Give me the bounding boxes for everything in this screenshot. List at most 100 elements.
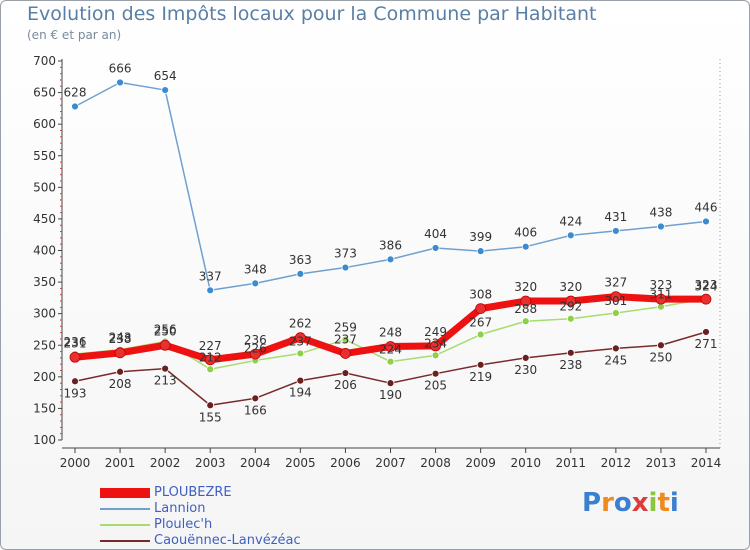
data-point bbox=[251, 279, 260, 288]
data-label: 320 bbox=[559, 280, 582, 294]
data-label: 288 bbox=[514, 302, 537, 316]
data-label: 248 bbox=[379, 326, 402, 340]
x-tick-label: 2011 bbox=[556, 456, 587, 470]
data-point bbox=[521, 242, 530, 251]
x-tick-label: 2005 bbox=[285, 456, 316, 470]
data-label: 424 bbox=[559, 214, 582, 228]
data-point bbox=[116, 367, 124, 376]
series-1 bbox=[71, 78, 710, 295]
y-tick-label: 250 bbox=[33, 338, 56, 352]
data-point bbox=[431, 244, 440, 252]
data-label: 155 bbox=[199, 410, 222, 424]
data-point bbox=[161, 364, 170, 373]
series-labels-3: 193 208 213 155 166 194 206 190 205 219 230 238 245 2… bbox=[64, 337, 718, 424]
legend-swatch bbox=[100, 488, 150, 498]
x-tick-label: 2003 bbox=[195, 456, 226, 470]
data-label: 213 bbox=[154, 374, 177, 388]
data-point bbox=[657, 222, 665, 231]
data-label: 404 bbox=[424, 227, 447, 241]
data-label: 386 bbox=[379, 238, 402, 252]
y-tick-label: 400 bbox=[33, 244, 56, 258]
data-label: 292 bbox=[559, 300, 582, 314]
data-point bbox=[702, 217, 710, 226]
data-label: 308 bbox=[469, 288, 492, 302]
data-point bbox=[114, 347, 126, 359]
data-label: 208 bbox=[109, 377, 132, 391]
data-label: 323 bbox=[695, 278, 718, 292]
data-label: 666 bbox=[109, 61, 132, 75]
data-label: 205 bbox=[424, 379, 447, 393]
data-point bbox=[161, 86, 170, 94]
data-point bbox=[476, 360, 485, 369]
data-point bbox=[520, 295, 532, 307]
data-label: 238 bbox=[109, 332, 132, 346]
data-point bbox=[566, 231, 575, 240]
data-label: 259 bbox=[334, 321, 357, 335]
data-label: 236 bbox=[64, 335, 87, 349]
data-point bbox=[116, 78, 124, 87]
data-label: 226 bbox=[244, 341, 267, 355]
x-tick-label: 2009 bbox=[465, 456, 496, 470]
x-tick-label: 2010 bbox=[510, 456, 541, 470]
data-label: 324 bbox=[695, 280, 718, 294]
data-label: 166 bbox=[244, 403, 267, 417]
chart-subtitle: (en € et par an) bbox=[27, 28, 122, 42]
y-tick-label: 500 bbox=[33, 180, 56, 194]
data-point bbox=[206, 286, 215, 295]
y-tick-label: 200 bbox=[33, 370, 56, 384]
series-labels-0: 231 238 250 227 236 262 237 248 249 308 320 320 327 3… bbox=[64, 276, 718, 353]
data-point bbox=[430, 340, 441, 352]
data-label: 243 bbox=[109, 331, 132, 345]
data-label: 237 bbox=[289, 334, 312, 348]
data-point bbox=[341, 263, 350, 272]
y-tick-label: 700 bbox=[33, 54, 56, 68]
data-label: 227 bbox=[199, 339, 222, 353]
data-label: 234 bbox=[424, 336, 447, 350]
data-label: 212 bbox=[199, 350, 222, 364]
data-label: 245 bbox=[604, 353, 627, 367]
data-label: 256 bbox=[154, 322, 177, 336]
data-label: 446 bbox=[695, 200, 718, 214]
data-label: 193 bbox=[64, 386, 87, 400]
data-point bbox=[521, 317, 530, 326]
data-label: 219 bbox=[469, 370, 492, 384]
data-label: 320 bbox=[514, 280, 537, 294]
data-point bbox=[69, 351, 81, 363]
data-label: 249 bbox=[424, 325, 447, 339]
data-point bbox=[204, 354, 216, 366]
legend-swatch bbox=[100, 540, 150, 542]
data-point bbox=[611, 227, 620, 235]
y-tick-label: 150 bbox=[33, 401, 56, 415]
x-tick-label: 2002 bbox=[150, 456, 181, 470]
logo-letter: i bbox=[669, 488, 679, 518]
data-label: 348 bbox=[244, 262, 267, 276]
y-tick-label: 650 bbox=[33, 86, 56, 100]
data-label: 271 bbox=[695, 337, 718, 351]
series-labels-1: 628 666 654 337 348 363 373 386 404 399 406 424 431 4… bbox=[64, 61, 718, 283]
data-point bbox=[700, 293, 712, 305]
data-point bbox=[611, 344, 620, 353]
x-tick-label: 2004 bbox=[240, 456, 271, 470]
logo-letter: o bbox=[613, 488, 632, 518]
data-label: 237 bbox=[334, 332, 357, 346]
legend-label: Lannion bbox=[154, 501, 206, 516]
data-label: 363 bbox=[289, 253, 312, 267]
data-label: 654 bbox=[154, 69, 177, 83]
data-point bbox=[296, 269, 305, 278]
data-label: 224 bbox=[379, 343, 402, 357]
data-point bbox=[340, 348, 351, 359]
data-label: 337 bbox=[199, 269, 222, 283]
data-label: 628 bbox=[64, 85, 87, 99]
data-label: 373 bbox=[334, 247, 357, 261]
y-tick-label: 300 bbox=[33, 307, 56, 321]
x-tick-label: 2012 bbox=[601, 456, 632, 470]
data-point bbox=[611, 309, 620, 317]
data-label: 267 bbox=[469, 316, 492, 330]
x-tick-label: 2014 bbox=[691, 456, 722, 470]
data-point bbox=[296, 376, 305, 385]
data-point bbox=[341, 335, 350, 344]
data-label: 431 bbox=[604, 210, 627, 224]
data-label: 406 bbox=[514, 226, 537, 240]
